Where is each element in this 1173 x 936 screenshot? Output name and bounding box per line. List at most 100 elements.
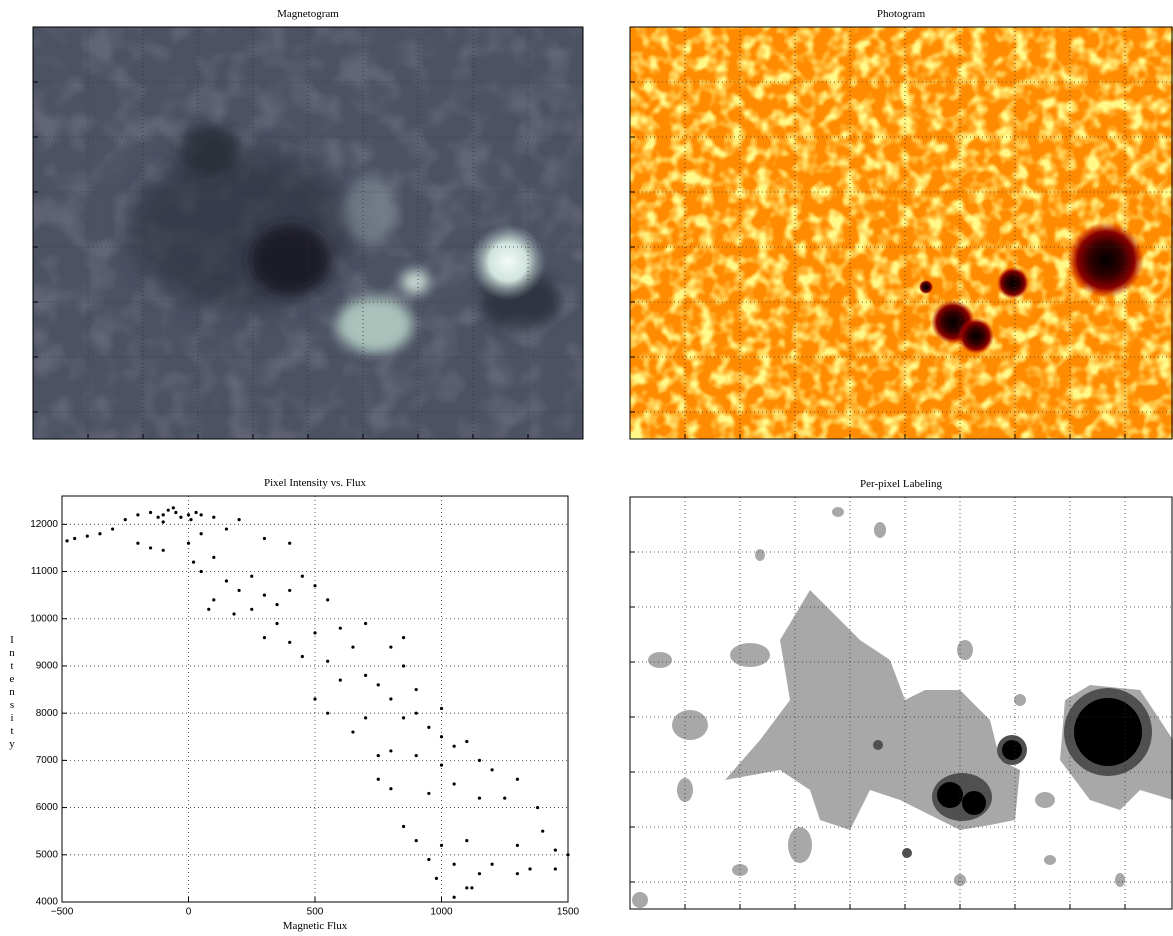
y-tick-label: 7000 — [36, 755, 59, 766]
point — [326, 598, 329, 601]
x-tick-label: 1000 — [430, 907, 453, 918]
labeling-image — [630, 497, 1173, 909]
point — [232, 612, 235, 615]
point — [167, 509, 170, 512]
point — [313, 631, 316, 634]
point — [162, 513, 165, 516]
point — [465, 839, 468, 842]
x-tick-label: 0 — [186, 907, 192, 918]
point — [415, 688, 418, 691]
point — [189, 518, 192, 521]
point — [435, 877, 438, 880]
point — [453, 863, 456, 866]
point — [364, 716, 367, 719]
point — [301, 575, 304, 578]
point — [250, 575, 253, 578]
point — [212, 598, 215, 601]
point — [263, 636, 266, 639]
point — [275, 603, 278, 606]
point — [516, 778, 519, 781]
point — [516, 844, 519, 847]
point — [389, 749, 392, 752]
point — [212, 556, 215, 559]
point — [389, 787, 392, 790]
point — [288, 542, 291, 545]
point — [288, 641, 291, 644]
point — [187, 513, 190, 516]
point — [111, 527, 114, 530]
point — [275, 622, 278, 625]
chart-title: Pixel Intensity vs. Flux — [264, 477, 367, 489]
point — [238, 589, 241, 592]
point — [440, 844, 443, 847]
point — [491, 863, 494, 866]
point — [427, 792, 430, 795]
point — [453, 745, 456, 748]
point — [541, 830, 544, 833]
point — [536, 806, 539, 809]
point — [263, 537, 266, 540]
point — [402, 636, 405, 639]
point — [516, 872, 519, 875]
point — [326, 660, 329, 663]
point — [179, 516, 182, 519]
photogram-image — [630, 27, 1173, 439]
chart-title: Per-pixel Labeling — [860, 478, 942, 490]
point — [200, 513, 203, 516]
point — [364, 622, 367, 625]
point — [136, 513, 139, 516]
point — [364, 674, 367, 677]
point — [351, 730, 354, 733]
point — [377, 683, 380, 686]
point — [124, 518, 127, 521]
y-tick-label: 6000 — [36, 802, 59, 813]
y-tick-label: 10000 — [30, 613, 58, 624]
point — [174, 511, 177, 514]
point — [465, 886, 468, 889]
point — [162, 549, 165, 552]
point — [86, 535, 89, 538]
point — [427, 726, 430, 729]
point — [200, 532, 203, 535]
point — [187, 542, 190, 545]
point — [162, 520, 165, 523]
point — [465, 740, 468, 743]
point — [326, 712, 329, 715]
x-tick-label: 500 — [307, 907, 324, 918]
y-tick-label: 12000 — [30, 519, 58, 530]
y-tick-label: 5000 — [36, 849, 59, 860]
y-axis-label: Intensity — [6, 634, 18, 751]
point — [212, 516, 215, 519]
point — [313, 584, 316, 587]
chart-title: Magnetogram — [277, 8, 339, 20]
point — [301, 655, 304, 658]
point — [389, 697, 392, 700]
point — [149, 546, 152, 549]
point — [478, 797, 481, 800]
point — [478, 872, 481, 875]
point — [339, 679, 342, 682]
point — [172, 506, 175, 509]
y-tick-label: 9000 — [36, 661, 59, 672]
point — [415, 712, 418, 715]
point — [402, 664, 405, 667]
point — [415, 839, 418, 842]
point — [377, 778, 380, 781]
point — [98, 532, 101, 535]
point — [73, 537, 76, 540]
point — [554, 848, 557, 851]
x-axis-label: Magnetic Flux — [283, 920, 348, 932]
point — [192, 560, 195, 563]
point — [225, 527, 228, 530]
point — [503, 797, 506, 800]
point — [157, 516, 160, 519]
point — [402, 825, 405, 828]
point — [263, 594, 266, 597]
point — [288, 589, 291, 592]
point — [440, 735, 443, 738]
point — [453, 896, 456, 899]
y-tick-label: 8000 — [36, 708, 59, 719]
point — [136, 542, 139, 545]
point — [554, 867, 557, 870]
point — [389, 645, 392, 648]
